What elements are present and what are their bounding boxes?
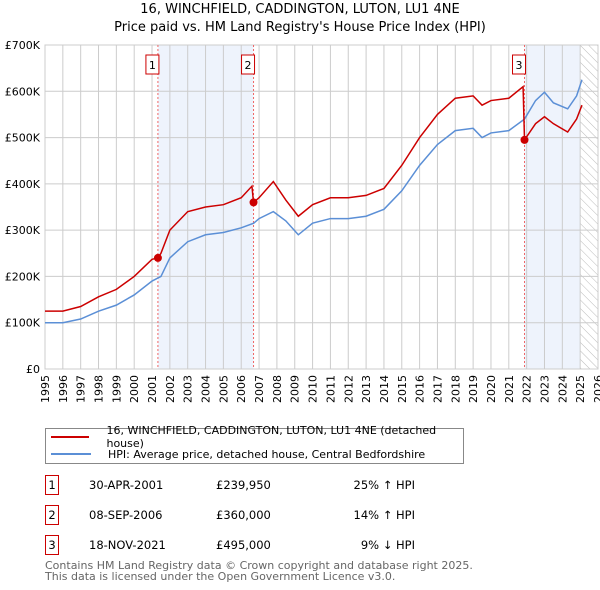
sale-date: 08-SEP-2006: [89, 508, 163, 522]
x-tick-label: 1995: [39, 375, 52, 403]
x-tick-label: 2022: [521, 375, 534, 403]
sale-price: £360,000: [216, 508, 271, 522]
footer-line-2: This data is licensed under the Open Gov…: [45, 570, 396, 583]
sale-badge: 2: [45, 505, 59, 525]
sale-hpi-diff: 9% ↓ HPI: [360, 538, 415, 552]
sale-label-box: [512, 54, 527, 75]
x-tick-label: 2005: [217, 375, 230, 403]
x-tick-label: 2019: [467, 375, 480, 403]
y-tick-label: £600K: [5, 85, 41, 98]
y-tick-label: £700K: [5, 39, 41, 52]
x-tick-label: 1997: [75, 375, 88, 403]
sale-badge: 3: [45, 535, 59, 555]
price-chart: 1995 1996 1997 1998 1999 2000 2001 2002 2003 2004…: [5, 39, 600, 403]
x-tick-label: 2023: [538, 375, 551, 403]
sale-label: 1: [149, 59, 156, 72]
x-tick-label: 2007: [253, 375, 266, 403]
x-tick-label: 2010: [307, 375, 320, 403]
x-tick-label: 2012: [342, 375, 355, 403]
sale-label: 3: [516, 59, 523, 72]
sale-date: 18-NOV-2021: [89, 538, 166, 552]
x-tick-label: 2020: [485, 375, 498, 403]
x-tick-label: 2025: [574, 375, 587, 403]
sale-point: [153, 253, 162, 262]
x-tick-label: 2002: [164, 375, 177, 403]
x-tick-label: 1998: [93, 375, 106, 403]
legend-item-property: 16, WINCHFIELD, CADDINGTON, LUTON, LU1 4…: [51, 424, 463, 450]
x-tick-label: 2018: [449, 375, 462, 403]
x-tick-label: 2009: [289, 375, 302, 403]
x-tick-label: 2003: [182, 375, 195, 403]
sale-hpi-diff: 14% ↑ HPI: [353, 508, 415, 522]
sale-row: 1 30-APR-2001 £239,950 25% ↑ HPI: [45, 475, 465, 495]
x-tick-label: 2004: [200, 375, 213, 403]
sale-point: [520, 135, 529, 144]
chart-subtitle: Price paid vs. HM Land Registry's House …: [114, 20, 486, 35]
x-tick-label: 2024: [556, 375, 569, 403]
y-tick-label: £100K: [5, 317, 41, 330]
plot-frame: [44, 44, 599, 370]
y-tick-label: £0: [26, 363, 40, 376]
legend: 16, WINCHFIELD, CADDINGTON, LUTON, LU1 4…: [45, 424, 464, 464]
x-tick-label: 2016: [414, 375, 427, 403]
y-tick-label: £500K: [5, 132, 41, 145]
footer-line-1: Contains HM Land Registry data © Crown c…: [45, 559, 473, 572]
y-tick-label: £200K: [5, 270, 41, 283]
legend-label: HPI: Average price, detached house, Cent…: [108, 447, 426, 461]
sale-row: 2 08-SEP-2006 £360,000 14% ↑ HPI: [45, 505, 465, 525]
x-tick-label: 2008: [271, 375, 284, 403]
x-tick-label: 2014: [378, 375, 391, 403]
x-tick-label: 2011: [324, 375, 337, 403]
x-tick-label: 2015: [396, 375, 409, 403]
legend-red-line: [51, 436, 90, 438]
series-line: [45, 79, 583, 324]
y-tick-label: £300K: [5, 224, 41, 237]
sale-badge: 1: [45, 475, 59, 495]
sale-price: £239,950: [216, 478, 271, 492]
sale-hpi-diff: 25% ↑ HPI: [353, 478, 415, 492]
x-tick-label: 2001: [146, 375, 159, 403]
sale-label-box: [145, 54, 160, 75]
shaded-period: [524, 45, 581, 369]
forecast-hatch: [580, 45, 598, 369]
y-tick-label: £400K: [5, 178, 41, 191]
sale-label-box: [241, 54, 256, 75]
x-tick-label: 1996: [57, 375, 70, 403]
series-line: [45, 85, 583, 312]
sale-point: [249, 198, 258, 207]
sale-row: 3 18-NOV-2021 £495,000 9% ↓ HPI: [45, 535, 465, 555]
chart-title: 16, WINCHFIELD, CADDINGTON, LUTON, LU1 4…: [140, 2, 460, 17]
legend-item-hpi: HPI: Average price, detached house, Cent…: [51, 446, 425, 462]
legend-label: 16, WINCHFIELD, CADDINGTON, LUTON, LU1 4…: [106, 424, 437, 450]
sale-date: 30-APR-2001: [89, 478, 164, 492]
x-tick-label: 2017: [431, 375, 444, 403]
x-tick-label: 2006: [235, 375, 248, 403]
footer: Contains HM Land Registry data © Crown c…: [45, 560, 473, 582]
sale-label: 2: [245, 59, 252, 72]
x-tick-label: 1999: [110, 375, 123, 403]
x-tick-label: 2000: [128, 375, 141, 403]
x-tick-label: 2013: [360, 375, 373, 403]
legend-blue-line: [51, 453, 91, 455]
sale-price: £495,000: [216, 538, 271, 552]
x-tick-label: 2026: [592, 375, 600, 403]
x-tick-label: 2021: [503, 375, 516, 403]
